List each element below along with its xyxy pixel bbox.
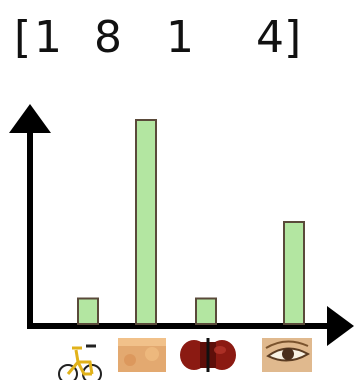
violin-icon	[180, 338, 236, 372]
axes	[9, 104, 354, 346]
vector-value: 1	[34, 12, 62, 63]
eye-icon	[262, 338, 312, 372]
bar-bicycle	[77, 297, 99, 325]
y-axis-arrowhead	[9, 104, 51, 133]
vector-label: [1 8 1 4]	[14, 12, 301, 63]
bar-skin	[135, 119, 157, 325]
bar-eye	[283, 221, 305, 325]
vector-value: 1	[166, 12, 194, 63]
x-axis-arrowhead	[327, 306, 354, 346]
bar-violin	[195, 297, 217, 325]
vector-value: 8	[94, 12, 122, 63]
vector-close-bracket: ]	[284, 12, 301, 63]
bars	[77, 119, 305, 325]
category-thumbnails	[58, 338, 312, 380]
bicycle-icon	[58, 344, 102, 380]
vector-open-bracket: [	[14, 12, 31, 63]
skin-icon	[118, 338, 166, 372]
vector-value: 4	[256, 12, 284, 63]
